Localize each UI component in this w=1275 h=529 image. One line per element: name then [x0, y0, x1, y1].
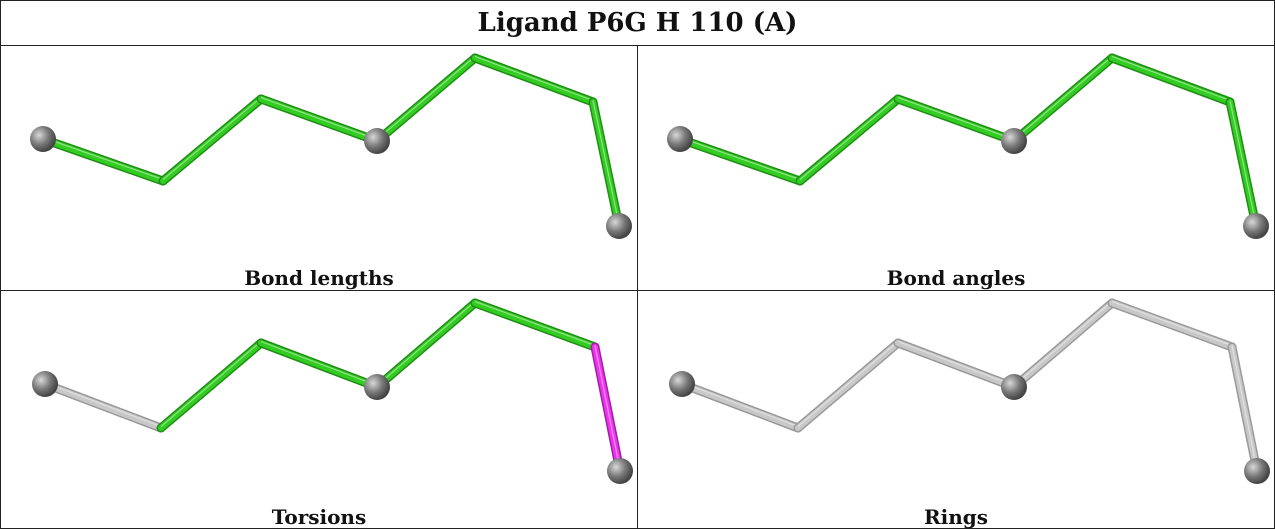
bond-1 [677, 136, 803, 184]
ligand-title: Ligand P6G H 110 (A) [1, 1, 1274, 46]
bond-highlight [474, 300, 596, 347]
bond-5 [472, 300, 598, 350]
bond-4 [1011, 300, 1115, 390]
panel-bond-angles: Bond angles [638, 46, 1274, 291]
atom-2 [364, 128, 390, 154]
bond-highlight [1231, 345, 1258, 470]
bond-6 [590, 99, 622, 229]
bond-highlight [679, 136, 801, 181]
bond-3 [895, 340, 1017, 390]
bond-highlight [1111, 55, 1231, 102]
bond-4 [374, 300, 478, 390]
bond-highlight [797, 341, 899, 427]
atom-3 [606, 213, 632, 239]
bond-highlight [376, 301, 476, 386]
bond-6 [1229, 344, 1260, 474]
atom-1 [32, 371, 58, 397]
bond-highlight [897, 96, 1015, 141]
caption-bond-lengths: Bond lengths [244, 266, 394, 290]
bond-3 [258, 340, 380, 390]
bond-highlight [160, 341, 262, 427]
bond-highlight [474, 55, 594, 102]
bond-4 [374, 55, 478, 144]
bond-5 [472, 55, 596, 105]
atom-1 [667, 126, 693, 152]
atom-2 [1001, 374, 1027, 400]
atom-3 [607, 458, 633, 484]
bond-5 [1109, 300, 1235, 350]
bond-highlight [592, 100, 620, 225]
bond-highlight [260, 340, 378, 387]
bond-highlight [799, 97, 899, 180]
bond-1 [40, 136, 166, 184]
molecule-view-bond-angles [667, 53, 1269, 239]
molecule-view-bond-lengths [30, 53, 632, 239]
caption-torsions: Torsions [271, 505, 367, 529]
bond-2 [797, 96, 901, 184]
atom-1 [669, 371, 695, 397]
bond-4 [1011, 55, 1115, 144]
bond-6 [1227, 99, 1259, 229]
atom-2 [364, 374, 390, 400]
bond-highlight [1013, 56, 1113, 140]
panel-rings: Rings [638, 291, 1274, 529]
atom-3 [1243, 213, 1269, 239]
bond-highlight [681, 381, 799, 428]
atom-2 [1001, 128, 1027, 154]
bond-highlight [1111, 300, 1233, 347]
bond-5 [1109, 55, 1233, 105]
molecule-view-torsions [32, 298, 633, 484]
bond-1 [679, 381, 801, 431]
bond-highlight [162, 97, 262, 180]
bond-2 [160, 96, 264, 184]
bond-2 [795, 340, 901, 431]
caption-bond-angles: Bond angles [886, 266, 1026, 290]
panel-torsions: Torsions [1, 291, 638, 529]
bond-2 [158, 340, 264, 431]
caption-rings: Rings [923, 505, 988, 529]
bond-3 [258, 96, 380, 144]
bond-3 [895, 96, 1017, 144]
bond-highlight [897, 340, 1015, 387]
molecule-view-rings [669, 298, 1270, 484]
bond-highlight [594, 345, 621, 470]
bond-highlight [376, 56, 476, 140]
atom-1 [30, 126, 56, 152]
bond-1 [42, 381, 164, 431]
bond-highlight [44, 381, 162, 428]
bond-highlight [260, 96, 378, 141]
bond-highlight [1013, 301, 1113, 386]
panel-bond-lengths: Bond lengths [1, 46, 638, 291]
atom-3 [1244, 458, 1270, 484]
bond-highlight [42, 136, 164, 181]
bond-6 [592, 344, 623, 474]
bond-highlight [1229, 100, 1257, 225]
